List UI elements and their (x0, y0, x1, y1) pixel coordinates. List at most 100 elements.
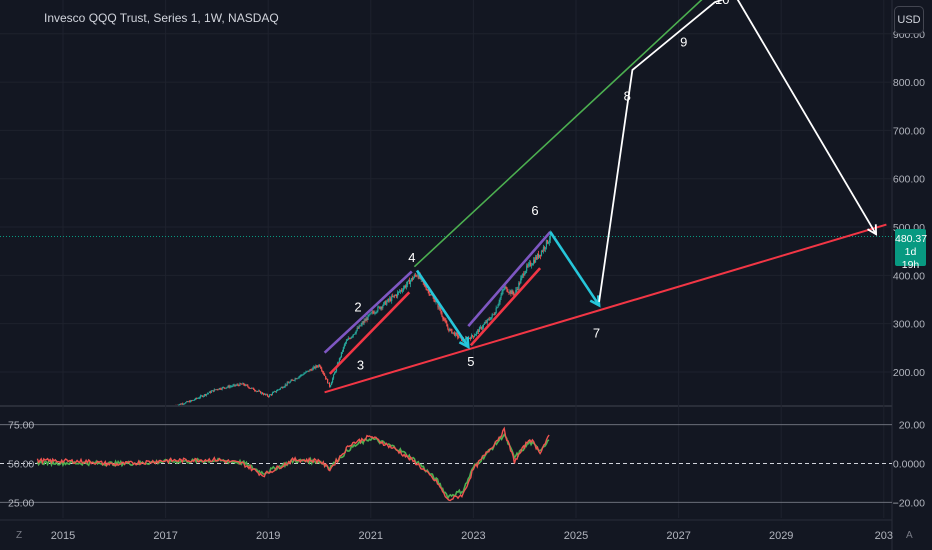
x-tick-label: 2017 (153, 530, 177, 542)
candle-body (456, 332, 458, 335)
candle-body (209, 391, 211, 393)
candle-body (277, 389, 279, 391)
candle-body (362, 322, 364, 324)
candle-body (249, 387, 251, 389)
candle-body (326, 378, 328, 380)
candle-body (459, 336, 461, 338)
candle-body (297, 377, 299, 379)
candle-body (446, 322, 448, 327)
candle-body (267, 396, 270, 397)
candle-body (257, 391, 259, 392)
candle-body (383, 302, 385, 306)
candle-body (299, 375, 301, 377)
candle-body (412, 277, 414, 280)
candle-body (303, 373, 305, 375)
candle-body (320, 366, 322, 369)
candle-body (181, 403, 183, 405)
candle-body (226, 387, 228, 388)
candle-body (355, 330, 357, 334)
axes: 200.00300.00400.00500.00600.00700.00800.… (8, 29, 925, 542)
candle-body (488, 318, 490, 320)
candle-body (500, 295, 502, 298)
wave-label-9: 9 (680, 34, 687, 49)
candle-body (478, 327, 480, 332)
candle-body (512, 290, 514, 294)
candle-body (504, 287, 506, 288)
candle-body (524, 273, 526, 276)
candle-body (248, 386, 250, 388)
candle-body (316, 365, 318, 367)
candle-body (271, 392, 274, 395)
candle-body (429, 294, 431, 296)
candle-body (534, 257, 537, 263)
x-tick-label: 2023 (461, 530, 485, 542)
candle-body (525, 270, 527, 274)
candle-body (387, 299, 389, 302)
candle-body (330, 382, 333, 386)
candle-body (238, 385, 240, 386)
candle-body (464, 337, 467, 341)
candle-body (450, 329, 452, 330)
candle-body (285, 384, 287, 386)
candle-body (409, 280, 412, 285)
candle-body (251, 387, 253, 389)
candle-body (305, 371, 307, 373)
candle-body (510, 290, 512, 295)
candle-body (183, 403, 185, 405)
candle-body (435, 301, 437, 302)
candle-body (281, 387, 283, 389)
candle-body (452, 332, 454, 334)
candle-body (323, 372, 325, 375)
candle-body (353, 333, 355, 335)
symbol-title: Invesco QQQ Trust, Series 1, 1W, NASDAQ (44, 11, 279, 25)
candle-body (265, 394, 268, 396)
wave-label-10: 10 (715, 0, 729, 7)
auto-scale-toggle[interactable]: A (906, 530, 913, 541)
candle-body (475, 331, 478, 335)
candle-body (369, 313, 371, 315)
osc-fast-line (36, 426, 550, 502)
candle-body (298, 376, 300, 378)
candle-body (230, 386, 232, 388)
candle-body (255, 390, 257, 392)
candle-body (447, 326, 449, 329)
wave-label-6: 6 (531, 203, 538, 218)
candle-body (441, 312, 443, 317)
candle-body (476, 330, 479, 332)
correction-arrow-2-head (589, 295, 601, 308)
candle-body (457, 334, 459, 338)
x-tick-label: 2021 (359, 530, 383, 542)
candle-body (411, 278, 413, 280)
candle-body (344, 342, 346, 345)
candle-body (247, 385, 249, 387)
candle-body (197, 398, 200, 399)
candle-body (395, 294, 397, 296)
candle-body (543, 247, 546, 249)
candle-body (501, 291, 503, 296)
candle-body (485, 322, 487, 323)
candle-body (531, 265, 533, 266)
candle-body (352, 334, 354, 337)
candle-body (392, 296, 394, 298)
candle-body (451, 329, 453, 334)
candle-body (260, 391, 262, 394)
candle-body (333, 372, 336, 375)
candle-body (292, 379, 294, 381)
candle-body (522, 273, 524, 276)
candle-body (329, 385, 332, 387)
candle-body (468, 337, 471, 339)
candle-body (413, 275, 415, 278)
candle-body (529, 262, 531, 264)
candle-body (492, 314, 494, 316)
last-price-value: 480.37 (895, 233, 928, 245)
candle-body (528, 263, 530, 266)
candle-body (256, 391, 258, 392)
currency-button[interactable]: USD (894, 6, 924, 34)
candle-body (311, 369, 313, 371)
candle-body (213, 389, 215, 392)
timezone-toggle[interactable]: Z (16, 530, 23, 541)
candle-body (308, 370, 310, 372)
candle-body (439, 306, 441, 311)
candle-body (315, 365, 317, 369)
